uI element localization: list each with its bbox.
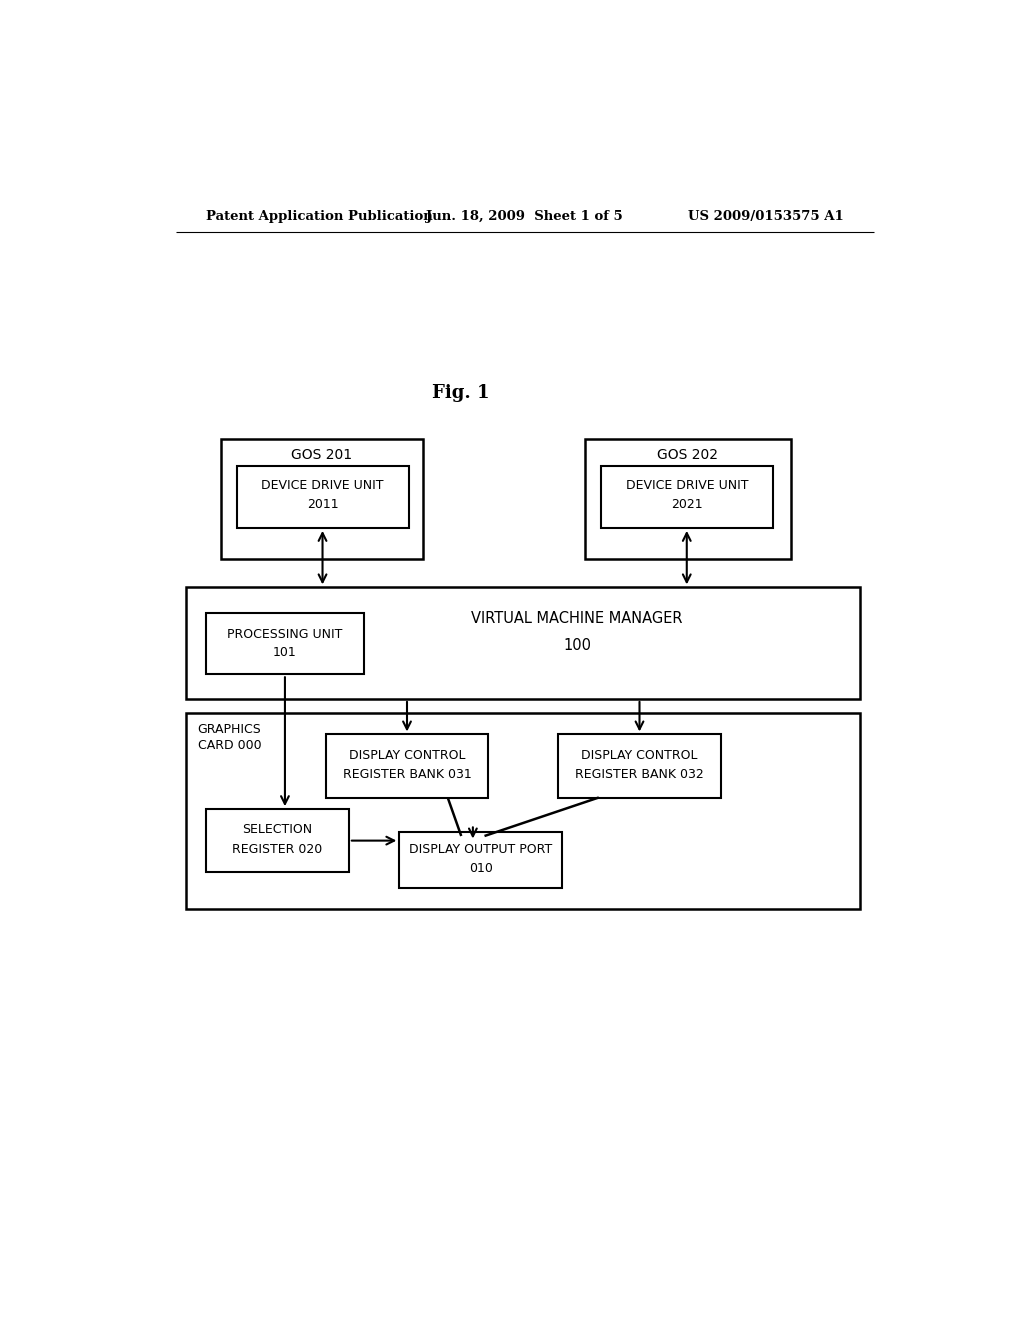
Text: Jun. 18, 2009  Sheet 1 of 5: Jun. 18, 2009 Sheet 1 of 5	[426, 210, 624, 223]
Text: PROCESSING UNIT: PROCESSING UNIT	[227, 628, 343, 640]
Text: CARD 000: CARD 000	[198, 739, 261, 751]
Text: REGISTER BANK 031: REGISTER BANK 031	[343, 768, 471, 781]
Text: 2011: 2011	[307, 499, 338, 511]
Bar	[399, 832, 562, 887]
Text: Fig. 1: Fig. 1	[432, 384, 490, 403]
Text: REGISTER 020: REGISTER 020	[232, 842, 323, 855]
Text: DEVICE DRIVE UNIT: DEVICE DRIVE UNIT	[626, 479, 748, 492]
Bar	[558, 734, 721, 797]
Text: 100: 100	[563, 638, 591, 652]
Bar	[206, 809, 349, 873]
Text: Patent Application Publication: Patent Application Publication	[206, 210, 432, 223]
Bar	[206, 612, 365, 675]
Text: DISPLAY CONTROL: DISPLAY CONTROL	[582, 748, 697, 762]
Text: 010: 010	[469, 862, 493, 875]
Bar	[221, 440, 423, 558]
Bar	[586, 440, 791, 558]
Text: GOS 201: GOS 201	[291, 447, 352, 462]
Bar	[186, 713, 860, 909]
Text: US 2009/0153575 A1: US 2009/0153575 A1	[688, 210, 844, 223]
Bar	[186, 587, 860, 700]
Bar	[326, 734, 488, 797]
Text: DISPLAY OUTPUT PORT: DISPLAY OUTPUT PORT	[409, 842, 552, 855]
Text: DEVICE DRIVE UNIT: DEVICE DRIVE UNIT	[261, 479, 384, 492]
Text: 2021: 2021	[671, 499, 702, 511]
Text: REGISTER BANK 032: REGISTER BANK 032	[575, 768, 703, 781]
Text: GOS 202: GOS 202	[657, 447, 719, 462]
Text: SELECTION: SELECTION	[242, 824, 312, 837]
Text: VIRTUAL MACHINE MANAGER: VIRTUAL MACHINE MANAGER	[471, 611, 683, 626]
Text: GRAPHICS: GRAPHICS	[198, 723, 261, 737]
Bar	[601, 466, 773, 528]
Bar	[237, 466, 409, 528]
Text: DISPLAY CONTROL: DISPLAY CONTROL	[349, 748, 465, 762]
Text: 101: 101	[273, 647, 297, 659]
